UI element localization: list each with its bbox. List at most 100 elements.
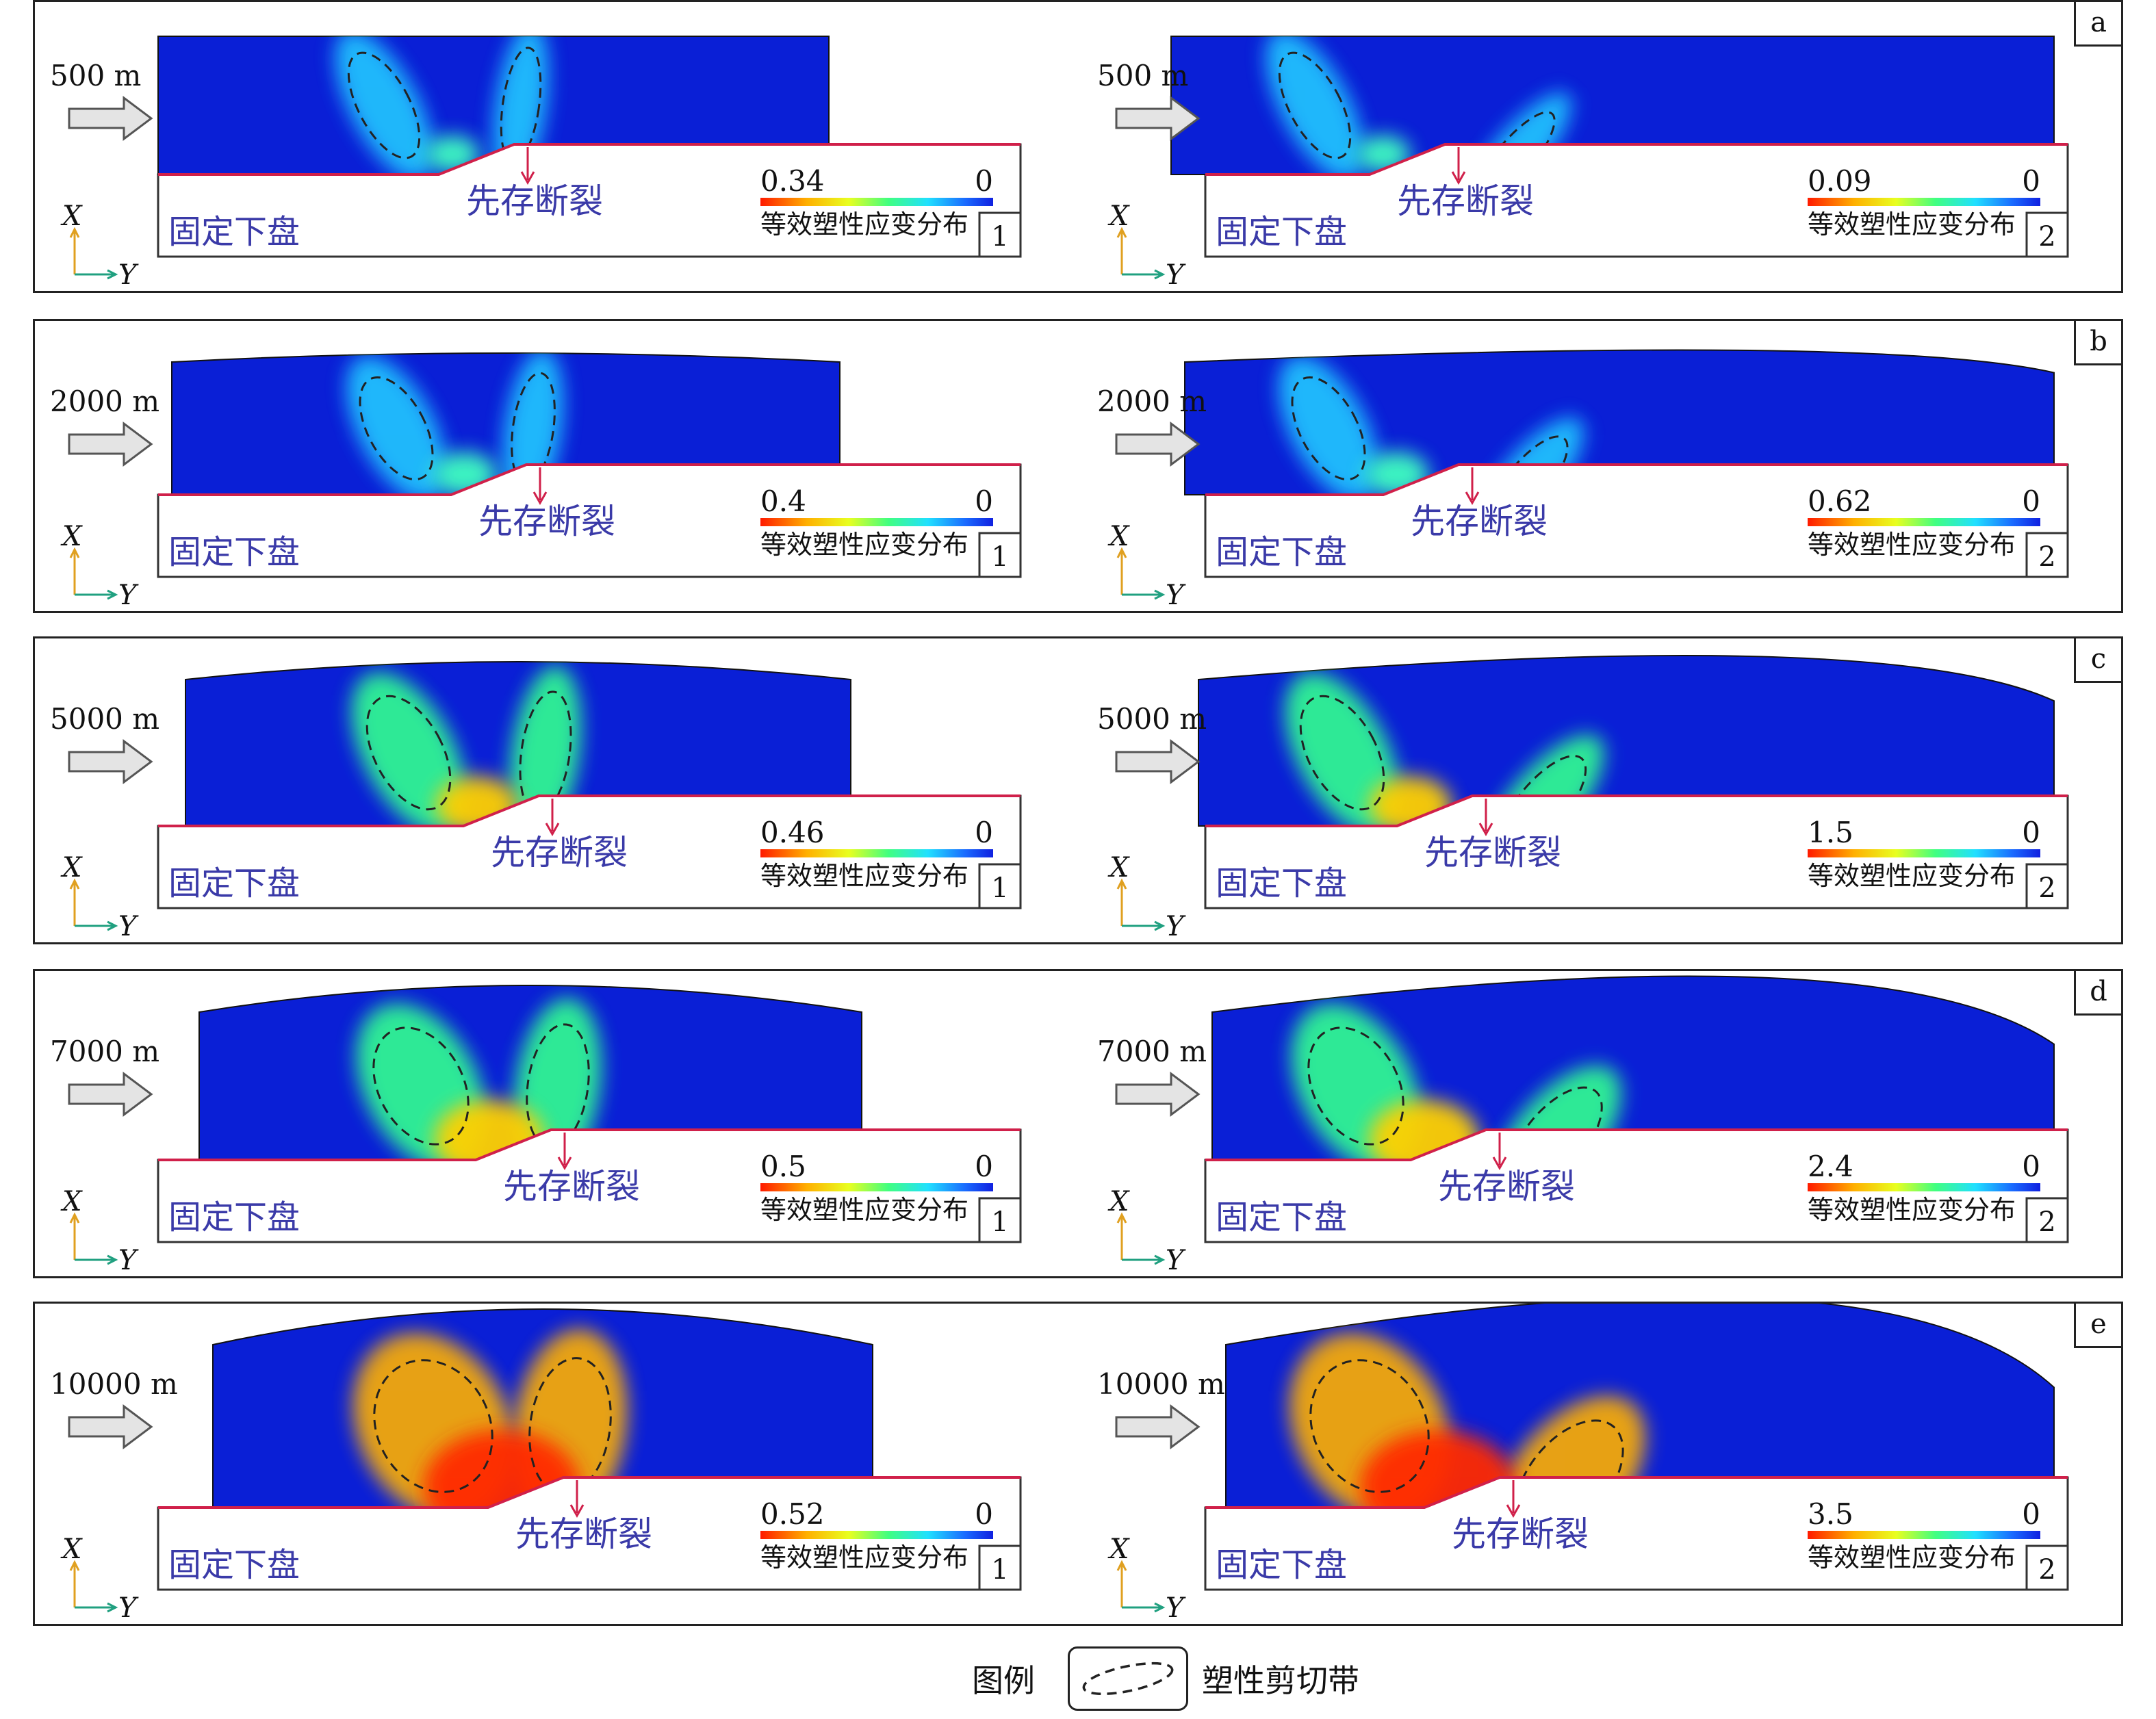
model-panel-1: 500 m 固定下盘 先存断裂 0.34 0 等效塑性应变分布 1 X Y xyxy=(35,2,1027,291)
fixed-footwall-label: 固定下盘 xyxy=(168,1546,300,1584)
y-axis-label: Y xyxy=(118,580,139,611)
colorbar-min-label: 0 xyxy=(2022,1150,2040,1183)
figure-row-a: a 500 m 固定下盘 先存断裂 0.34 0 等效塑性应变分布 1 X Y 500 m 固定下盘先… xyxy=(33,0,2123,293)
shear-band-outline xyxy=(1299,695,1385,811)
colorbar-max-label: 0.46 xyxy=(760,816,825,849)
shear-band-outline xyxy=(1278,51,1352,159)
displacement-label: 10000 m xyxy=(50,1367,178,1401)
colorbar-title: 等效塑性应变分布 xyxy=(1808,530,2016,560)
y-axis-arrow-icon xyxy=(75,1254,118,1265)
pre-existing-fault-line xyxy=(158,463,1021,496)
x-axis-arrow-icon xyxy=(1116,878,1127,926)
push-direction-arrow-icon xyxy=(68,739,153,784)
push-direction-arrow-icon xyxy=(68,422,153,467)
push-direction-arrow-icon xyxy=(1115,1072,1201,1117)
fault-label: 先存断裂 xyxy=(1424,833,1561,873)
panel-index-box xyxy=(978,211,1022,258)
colorbar-title: 等效塑性应变分布 xyxy=(760,530,968,560)
panel-index-label: 1 xyxy=(991,1206,1008,1238)
hanging-wall-model xyxy=(157,36,830,175)
panel-index-box xyxy=(978,532,1022,578)
fault-pointer-arrow-icon xyxy=(520,147,535,185)
x-axis-arrow-icon xyxy=(69,1212,80,1260)
strain-zone-left xyxy=(335,36,433,175)
fault-label: 先存断裂 xyxy=(1452,1514,1589,1554)
model-panel-2: 500 m 固定下盘 先存断裂 0.09 0 等效塑性应变分布 2 X Y xyxy=(1082,2,2075,291)
push-direction-arrow-icon xyxy=(1115,96,1201,141)
x-axis-label: X xyxy=(60,1534,83,1565)
x-axis-label: X xyxy=(60,852,83,883)
panel-index-box xyxy=(978,863,1022,909)
y-axis-label: Y xyxy=(1166,259,1186,291)
x-axis-label: X xyxy=(1107,852,1130,883)
strain-colorbar xyxy=(1808,1531,2040,1539)
push-direction-arrow-icon xyxy=(68,1072,153,1117)
panel-index-label: 1 xyxy=(991,873,1008,904)
push-direction-arrow-icon xyxy=(1115,422,1201,467)
strain-colorbar xyxy=(760,1531,993,1539)
fault-label: 先存断裂 xyxy=(478,502,615,541)
displacement-label: 5000 m xyxy=(1097,702,1207,736)
fault-label: 先存断裂 xyxy=(466,181,603,221)
strain-colorbar xyxy=(1808,1183,2040,1191)
colorbar-max-label: 0.34 xyxy=(760,164,825,198)
panel-index-label: 1 xyxy=(991,541,1008,573)
colorbar-title: 等效塑性应变分布 xyxy=(1808,209,2016,240)
panel-index-label: 2 xyxy=(2038,1206,2055,1238)
legend-label: 图例 xyxy=(972,1662,1035,1699)
y-axis-arrow-icon xyxy=(75,269,118,280)
push-direction-arrow-icon xyxy=(1115,1404,1201,1449)
fixed-footwall-label: 固定下盘 xyxy=(1216,1198,1347,1237)
shear-band-outline xyxy=(373,1359,493,1493)
y-axis-arrow-icon xyxy=(75,920,118,931)
row-letter-label: b xyxy=(2074,321,2121,365)
colorbar-max-label: 0.62 xyxy=(1808,484,1872,518)
model-panel-1: 5000 m 固定下盘 先存断裂 0.46 0 等效塑性应变分布 1 X Y xyxy=(35,638,1027,942)
strain-colorbar xyxy=(760,518,993,526)
colorbar-max-label: 3.5 xyxy=(1808,1497,1853,1531)
shear-band-outline xyxy=(1291,376,1366,481)
fixed-footwall-label: 固定下盘 xyxy=(1216,864,1347,903)
y-axis-label: Y xyxy=(1166,1592,1186,1624)
x-axis-label: X xyxy=(1107,1186,1130,1217)
x-axis-arrow-icon xyxy=(69,1560,80,1607)
displacement-label: 10000 m xyxy=(1097,1367,1225,1401)
colorbar-title: 等效塑性应变分布 xyxy=(760,1195,968,1225)
panel-index-label: 2 xyxy=(2038,221,2055,253)
figure-row-c: c 5000 m 固定下盘 先存断裂 0.46 0 等效塑性应变分布 1 X Y 5000 m 固定下… xyxy=(33,636,2123,944)
row-letter-label: c xyxy=(2074,638,2121,683)
pre-existing-fault-line xyxy=(1205,143,2068,176)
x-axis-label: X xyxy=(60,1186,83,1217)
strain-zone-left xyxy=(1266,36,1364,175)
fault-pointer-arrow-icon xyxy=(1492,1133,1507,1171)
colorbar-max-label: 0.5 xyxy=(760,1150,806,1183)
strain-colorbar xyxy=(760,198,993,206)
panel-index-box xyxy=(2025,863,2069,909)
panel-index-label: 1 xyxy=(991,221,1008,253)
fault-label: 先存断裂 xyxy=(503,1167,640,1206)
colorbar-min-label: 0 xyxy=(2022,484,2040,518)
x-axis-label: X xyxy=(1107,1534,1130,1565)
model-panel-1: 7000 m 固定下盘 先存断裂 0.5 0 等效塑性应变分布 1 X Y xyxy=(35,971,1027,1276)
model-panel-2: 10000 m 固定下盘 先存断裂 3.5 0 等效塑性应变分布 2 X Y xyxy=(1082,1295,2075,1624)
row-letter-label: a xyxy=(2074,2,2121,47)
strain-colorbar xyxy=(760,1183,993,1191)
strain-colorbar xyxy=(1808,518,2040,526)
pre-existing-fault-line xyxy=(158,1476,1021,1509)
fixed-footwall-label: 固定下盘 xyxy=(168,213,300,251)
fault-label: 先存断裂 xyxy=(1411,502,1548,541)
x-axis-arrow-icon xyxy=(1116,227,1127,274)
x-axis-arrow-icon xyxy=(69,227,80,274)
displacement-label: 2000 m xyxy=(50,385,159,418)
colorbar-title: 等效塑性应变分布 xyxy=(1808,861,2016,891)
fixed-footwall-label: 固定下盘 xyxy=(1216,533,1347,571)
x-axis-label: X xyxy=(60,521,83,552)
colorbar-min-label: 0 xyxy=(2022,816,2040,849)
y-axis-arrow-icon xyxy=(75,1602,118,1613)
panel-index-box xyxy=(2025,1197,2069,1243)
colorbar-max-label: 0.52 xyxy=(760,1497,825,1531)
